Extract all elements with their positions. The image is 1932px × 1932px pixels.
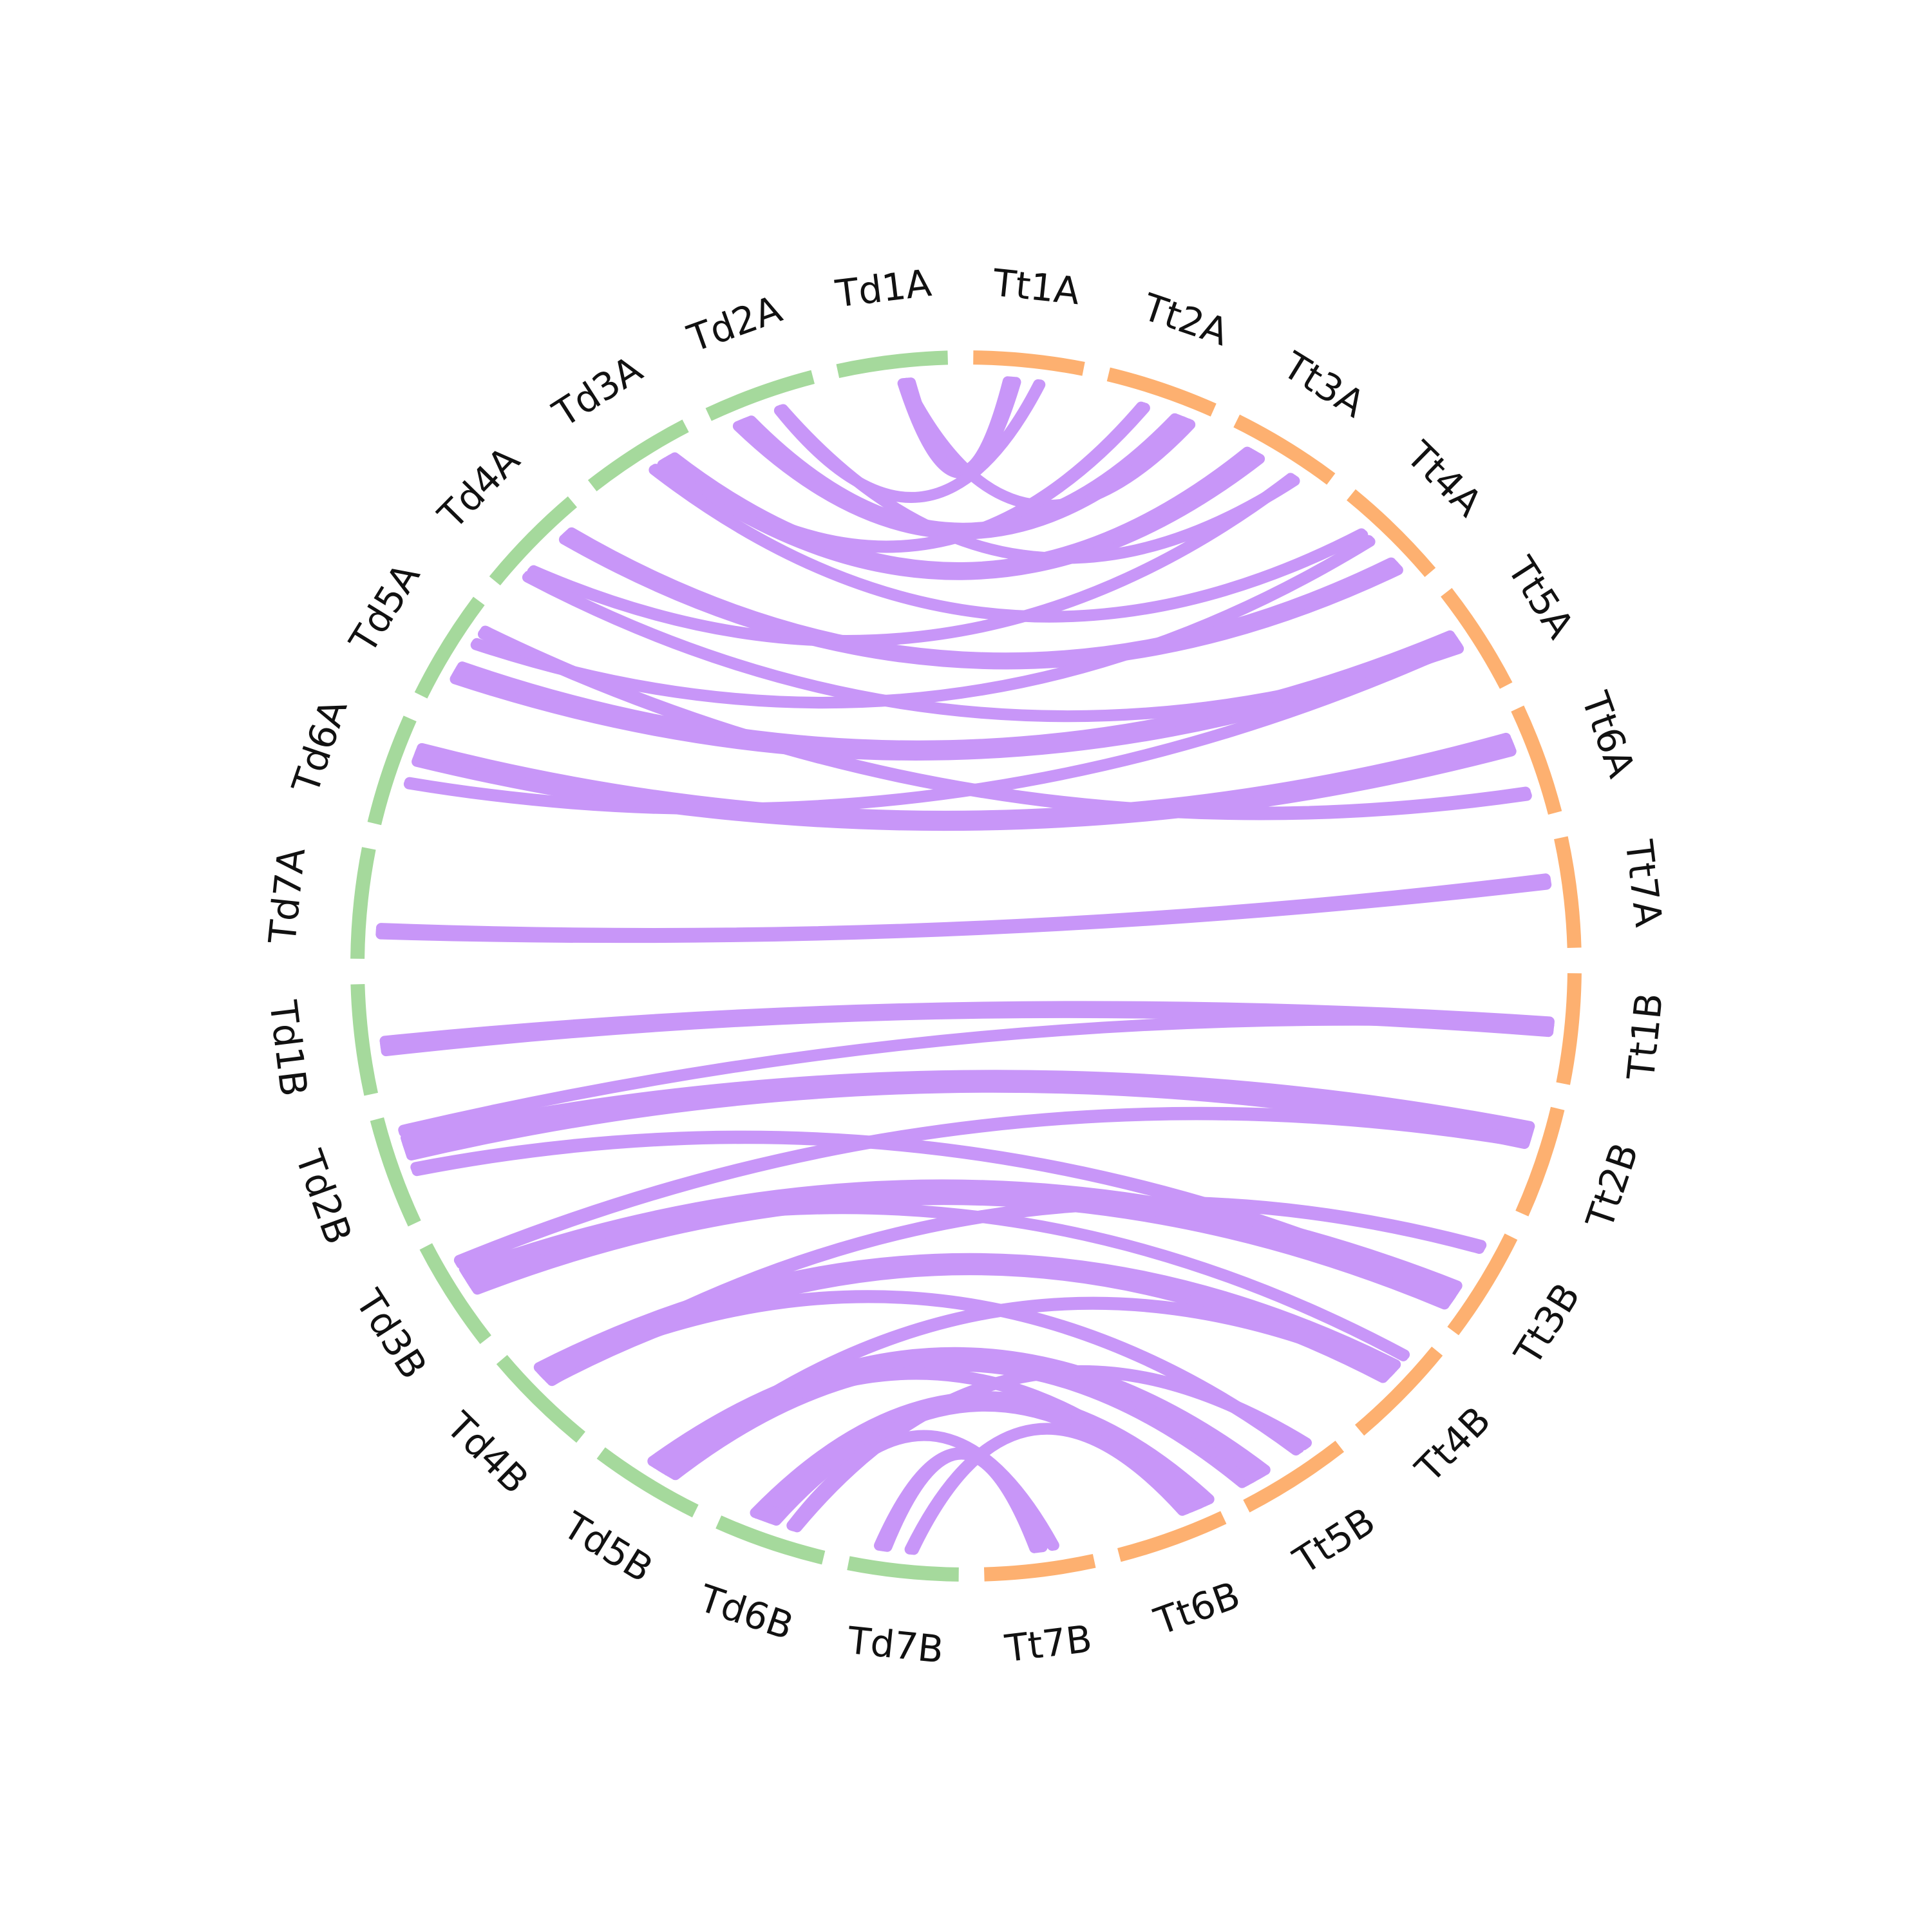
link-td2a-tt3a xyxy=(778,404,1298,563)
chromosome-segment-td5a xyxy=(414,596,485,699)
chromosome-label-td7b: Td7B xyxy=(845,1618,945,1672)
chromosome-segment-td7a xyxy=(350,847,376,959)
chromosome-label-td4b: Td4B xyxy=(438,1403,538,1502)
link-td7a-tt7a xyxy=(375,873,1551,938)
chromosome-segment-td6a xyxy=(367,715,417,826)
chromosome-label-tt4b: Tt4B xyxy=(1406,1398,1499,1492)
link-td3b-tt2b xyxy=(453,1106,1531,1265)
chromosome-segment-td7b xyxy=(847,1556,959,1582)
chromosome-segment-tt3b xyxy=(1447,1233,1518,1336)
link-td7b-tt7b xyxy=(874,1447,1048,1553)
chromosome-label-td5a: Td5A xyxy=(341,556,429,661)
chromosome-label-tt1b: Tt1B xyxy=(1619,991,1672,1083)
chromosome-segment-td1b xyxy=(350,983,378,1096)
chromosome-label-td4a: Td4A xyxy=(430,438,529,538)
chromosome-segment-tt1a xyxy=(973,350,1085,376)
link-td5a-tt4a xyxy=(471,535,1374,707)
chromosome-ideogram xyxy=(350,350,1582,1582)
chromosome-segment-td1a xyxy=(836,350,949,378)
link-td3b-tt4b xyxy=(459,1202,1410,1360)
chromosome-segment-td4b xyxy=(496,1354,585,1443)
chromosome-segment-tt5a xyxy=(1441,587,1513,689)
chromosome-label-td7a: Td7A xyxy=(260,846,314,946)
chromosome-label-td3b: Td3B xyxy=(346,1282,435,1387)
synteny-links xyxy=(375,376,1555,1555)
link-td7b-tt6b xyxy=(904,1423,1191,1555)
chromosome-label-td2b: Td2B xyxy=(287,1144,361,1250)
chromosome-label-tt7b: Tt7B xyxy=(1002,1616,1094,1671)
chromosome-label-td1b: Td1B xyxy=(261,998,316,1099)
chromosome-segment-tt2a xyxy=(1106,367,1217,417)
chromosome-segment-tt6b xyxy=(1117,1511,1227,1562)
chromosome-label-tt7a: Tt7A xyxy=(1616,837,1671,929)
link-td4a-tt3a xyxy=(528,473,1296,645)
link-td6b-tt6b xyxy=(750,1391,1215,1518)
chromosome-label-tt4a: Tt4A xyxy=(1397,433,1491,526)
chromosome-segment-td6b xyxy=(715,1515,826,1565)
link-td4b-tt4b xyxy=(533,1253,1401,1373)
chromosome-segment-tt4b xyxy=(1354,1347,1443,1436)
chromosome-segment-td2a xyxy=(705,370,815,421)
chromosome-label-td3a: Td3A xyxy=(545,347,650,436)
chromosome-label-tt3b: Tt3B xyxy=(1506,1276,1589,1373)
chromosome-segment-tt7a xyxy=(1554,836,1582,949)
chromosome-label-tt2b: Tt2B xyxy=(1577,1137,1647,1235)
chromosome-segment-td2b xyxy=(370,1117,421,1227)
chromosome-label-tt1a: Tt1A xyxy=(990,261,1082,314)
chromosome-label-td6a: Td6A xyxy=(283,694,356,799)
chromosome-segment-tt7b xyxy=(983,1554,1096,1582)
link-td3a-tt3a xyxy=(669,446,1253,573)
chromosome-label-td6b: Td6B xyxy=(694,1576,799,1649)
chromosome-label-td5b: Td5B xyxy=(555,1503,660,1591)
chromosome-segment-tt1b xyxy=(1556,973,1582,1085)
chromosome-label-tt6b: Tt6B xyxy=(1148,1573,1245,1643)
chromosome-label-tt5a: Tt5A xyxy=(1499,549,1583,646)
chromosome-segment-td3a xyxy=(587,419,689,491)
chromosome-segment-td3b xyxy=(419,1243,491,1345)
link-td1b-tt1b xyxy=(379,1001,1555,1046)
link-td5a-tt5a xyxy=(457,630,1455,751)
link-td4b-tt5b xyxy=(538,1290,1305,1454)
chromosome-segment-td4a xyxy=(489,496,578,585)
link-td6a-tt5a xyxy=(404,639,1461,813)
link-td2a-tt2a xyxy=(746,413,1180,533)
chromosome-label-tt6a: Tt6A xyxy=(1573,686,1643,783)
chromosome-segment-tt4a xyxy=(1347,489,1436,578)
chromosome-segment-tt3a xyxy=(1233,414,1336,485)
chromosome-label-tt3a: Tt3A xyxy=(1275,343,1373,426)
link-td2b-tt1b xyxy=(398,1014,1555,1135)
chromosome-label-tt2a: Tt2A xyxy=(1137,285,1234,354)
link-td2b-tt2b xyxy=(401,1070,1535,1143)
chromosome-segment-tt6a xyxy=(1511,705,1562,815)
chromosome-label-tt5b: Tt5B xyxy=(1285,1499,1383,1583)
chromosome-segment-tt5b xyxy=(1243,1441,1345,1513)
chromosome-label-td2a: Td2A xyxy=(681,287,787,361)
link-td3a-tt4a xyxy=(650,464,1367,621)
chromosome-segment-td5b xyxy=(596,1447,699,1518)
chromosome-label-td1a: Td1A xyxy=(833,261,934,316)
link-td4a-tt4a xyxy=(566,527,1397,663)
link-td5b-tt5b xyxy=(647,1347,1271,1475)
chromosome-segment-tt2b xyxy=(1515,1106,1565,1217)
link-td6a-tt6a xyxy=(417,732,1511,821)
